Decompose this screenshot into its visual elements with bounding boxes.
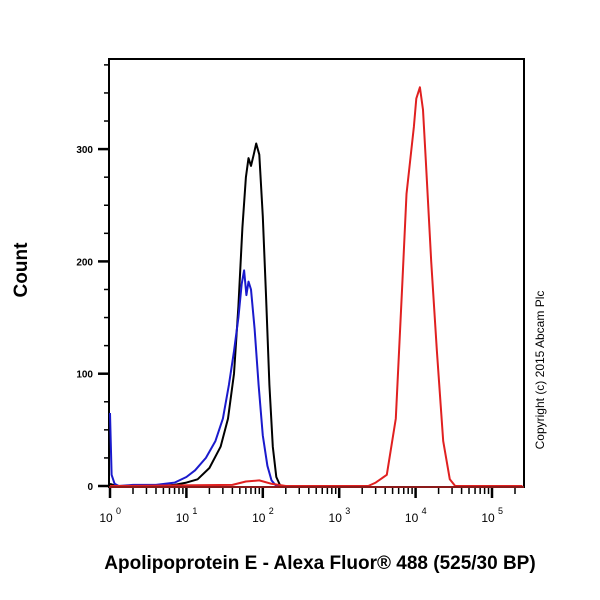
svg-text:3: 3 <box>345 506 350 516</box>
svg-text:10: 10 <box>99 511 113 525</box>
y-tick-label: 200 <box>76 257 93 268</box>
y-tick-label: 0 <box>87 482 93 493</box>
svg-text:10: 10 <box>405 511 419 525</box>
y-tick-label: 300 <box>76 145 93 156</box>
y-tick-label: 100 <box>76 370 93 381</box>
x-tick-label: 10 4 <box>405 506 427 525</box>
svg-text:1: 1 <box>192 506 197 516</box>
x-tick-label: 10 2 <box>252 506 274 525</box>
y-axis: 0 100 200 300 <box>76 64 109 493</box>
y-axis-label: Count <box>11 242 32 298</box>
svg-text:4: 4 <box>422 506 427 516</box>
x-tick-label: 10 5 <box>481 506 503 525</box>
svg-text:10: 10 <box>481 511 495 525</box>
x-tick-label: 10 1 <box>176 506 198 525</box>
x-tick-label: 10 0 <box>99 506 121 525</box>
svg-text:10: 10 <box>329 511 343 525</box>
svg-text:5: 5 <box>498 506 503 516</box>
x-tick-label: 10 3 <box>329 506 351 525</box>
svg-text:10: 10 <box>176 511 190 525</box>
x-axis-label: Apolipoprotein E - Alexa Fluor® 488 (525… <box>104 553 536 574</box>
plot-frame <box>108 58 525 488</box>
copyright-notice: Copyright (c) 2015 Abcam Plc <box>533 290 547 450</box>
histogram-curve-2 <box>109 86 523 487</box>
svg-text:10: 10 <box>252 511 266 525</box>
svg-text:0: 0 <box>116 506 121 516</box>
svg-text:2: 2 <box>269 506 274 516</box>
x-axis: 10 0 10 1 10 2 10 3 10 4 10 5 <box>99 487 516 525</box>
histogram-series <box>109 86 523 487</box>
